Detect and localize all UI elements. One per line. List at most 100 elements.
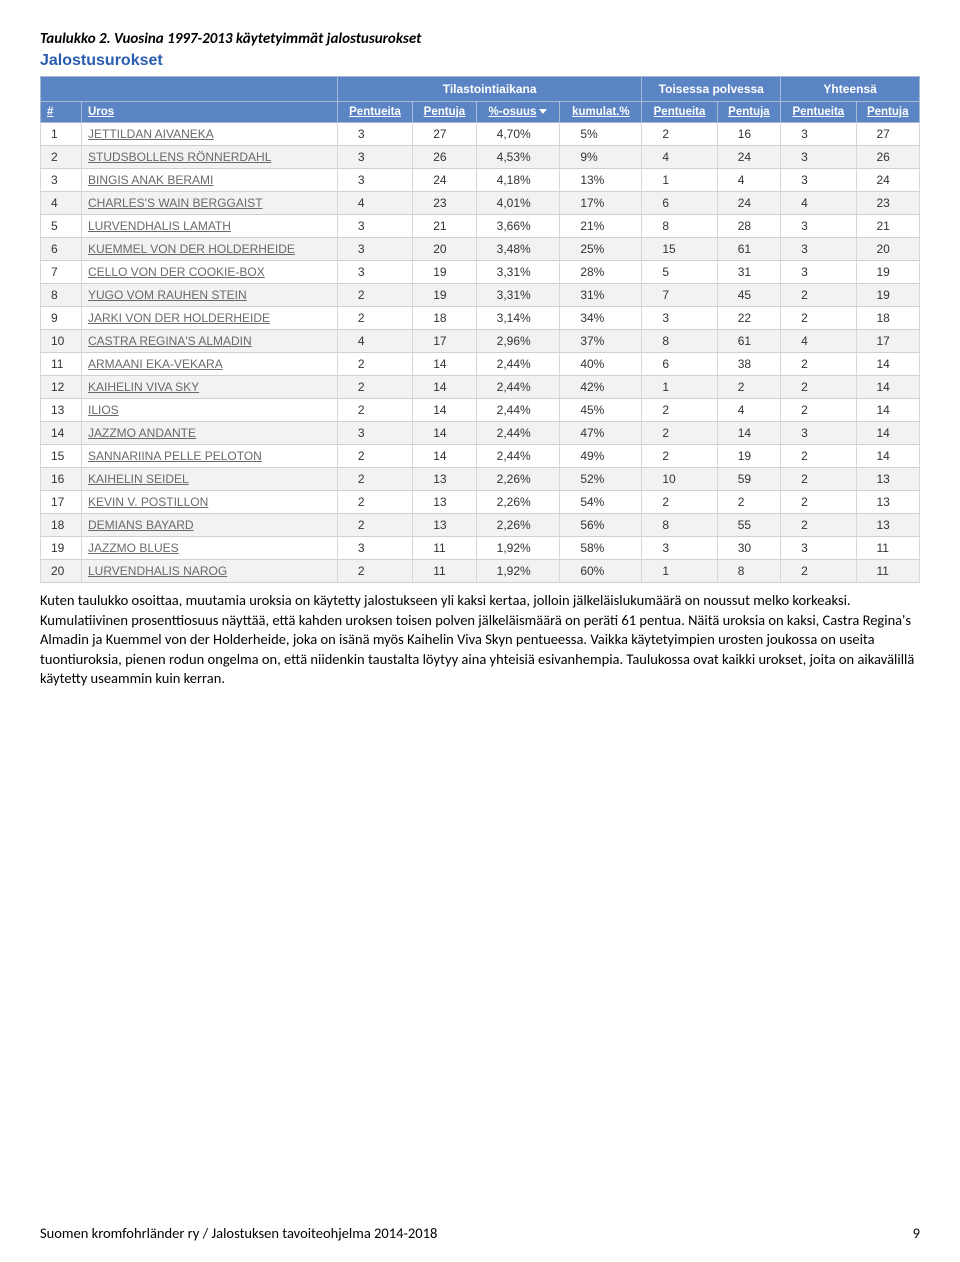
cell-pentueita3: 3	[781, 537, 856, 560]
cell-name: ARMAANI EKA-VEKARA	[82, 353, 338, 376]
cell-pentuja2: 24	[717, 192, 780, 215]
uros-link[interactable]: KAIHELIN SEIDEL	[88, 472, 189, 486]
cell-pct: 3,31%	[476, 284, 560, 307]
cell-pentuja: 23	[413, 192, 476, 215]
cell-pentueita2: 6	[642, 353, 717, 376]
uros-link[interactable]: JAZZMO ANDANTE	[88, 426, 196, 440]
cell-pentueita2: 3	[642, 537, 717, 560]
table-row: 4CHARLES'S WAIN BERGGAIST4234,01%17%6244…	[41, 192, 920, 215]
th-num[interactable]: #	[41, 102, 82, 123]
cell-pentuja2: 38	[717, 353, 780, 376]
uros-link[interactable]: ARMAANI EKA-VEKARA	[88, 357, 223, 371]
footer-page-number: 9	[913, 1224, 920, 1242]
cell-pentuja3: 17	[856, 330, 920, 353]
cell-pentueita3: 2	[781, 514, 856, 537]
uros-link[interactable]: ILIOS	[88, 403, 119, 417]
uros-link[interactable]: BINGIS ANAK BERAMI	[88, 173, 213, 187]
cell-pentueita3: 2	[781, 468, 856, 491]
cell-kumulat: 42%	[560, 376, 642, 399]
uros-link[interactable]: KEVIN V. POSTILLON	[88, 495, 208, 509]
cell-pct: 4,01%	[476, 192, 560, 215]
cell-pentuja3: 11	[856, 560, 920, 583]
uros-link[interactable]: KAIHELIN VIVA SKY	[88, 380, 199, 394]
cell-pentuja: 26	[413, 146, 476, 169]
table-row: 7CELLO VON DER COOKIE-BOX3193,31%28%5313…	[41, 261, 920, 284]
uros-link[interactable]: DEMIANS BAYARD	[88, 518, 194, 532]
th-kumulat[interactable]: kumulat.%	[560, 102, 642, 123]
cell-num: 11	[41, 353, 82, 376]
cell-pentueita: 2	[337, 399, 412, 422]
cell-num: 1	[41, 123, 82, 146]
cell-pentuja2: 31	[717, 261, 780, 284]
cell-pentueita2: 3	[642, 307, 717, 330]
cell-pentueita: 4	[337, 192, 412, 215]
cell-name: CASTRA REGINA'S ALMADIN	[82, 330, 338, 353]
uros-link[interactable]: CHARLES'S WAIN BERGGAIST	[88, 196, 263, 210]
cell-pentuja3: 14	[856, 445, 920, 468]
table-row: 15SANNARIINA PELLE PELOTON2142,44%49%219…	[41, 445, 920, 468]
uros-link[interactable]: JAZZMO BLUES	[88, 541, 179, 555]
uros-link[interactable]: KUEMMEL VON DER HOLDERHEIDE	[88, 242, 295, 256]
table-row: 13ILIOS2142,44%45%24214	[41, 399, 920, 422]
cell-pentueita: 3	[337, 422, 412, 445]
uros-link[interactable]: YUGO VOM RAUHEN STEIN	[88, 288, 247, 302]
uros-link[interactable]: CASTRA REGINA'S ALMADIN	[88, 334, 252, 348]
th-pentueita2[interactable]: Pentueita	[642, 102, 717, 123]
cell-pentueita3: 2	[781, 399, 856, 422]
cell-pct: 3,14%	[476, 307, 560, 330]
cell-num: 9	[41, 307, 82, 330]
th-pentueita3[interactable]: Pentueita	[781, 102, 856, 123]
cell-pentueita2: 1	[642, 169, 717, 192]
cell-pentuja2: 22	[717, 307, 780, 330]
cell-pentueita2: 10	[642, 468, 717, 491]
cell-pentuja: 21	[413, 215, 476, 238]
cell-pct: 2,44%	[476, 445, 560, 468]
uros-link[interactable]: JETTILDAN AIVANEKA	[88, 127, 214, 141]
cell-kumulat: 49%	[560, 445, 642, 468]
cell-pentuja: 13	[413, 514, 476, 537]
cell-pentuja: 17	[413, 330, 476, 353]
th-pentuja2[interactable]: Pentuja	[717, 102, 780, 123]
th-pentuja3[interactable]: Pentuja	[856, 102, 920, 123]
cell-pentuja3: 13	[856, 468, 920, 491]
cell-pentueita3: 2	[781, 376, 856, 399]
cell-pentuja3: 14	[856, 399, 920, 422]
cell-pentueita3: 2	[781, 491, 856, 514]
cell-kumulat: 60%	[560, 560, 642, 583]
cell-kumulat: 5%	[560, 123, 642, 146]
cell-pentueita3: 2	[781, 445, 856, 468]
th-pct[interactable]: %-osuus	[476, 102, 560, 123]
table-row: 17KEVIN V. POSTILLON2132,26%54%22213	[41, 491, 920, 514]
cell-pentueita2: 8	[642, 330, 717, 353]
cell-pentueita: 4	[337, 330, 412, 353]
cell-num: 19	[41, 537, 82, 560]
cell-pct: 3,66%	[476, 215, 560, 238]
cell-pentuja3: 23	[856, 192, 920, 215]
cell-pct: 4,53%	[476, 146, 560, 169]
cell-pentueita2: 2	[642, 445, 717, 468]
uros-link[interactable]: LURVENDHALIS LAMATH	[88, 219, 231, 233]
cell-pentuja3: 19	[856, 261, 920, 284]
cell-name: KUEMMEL VON DER HOLDERHEIDE	[82, 238, 338, 261]
body-paragraph: Kuten taulukko osoittaa, muutamia uroksi…	[40, 591, 920, 689]
th-pentueita[interactable]: Pentueita	[337, 102, 412, 123]
uros-link[interactable]: SANNARIINA PELLE PELOTON	[88, 449, 262, 463]
cell-name: STUDSBOLLENS RÖNNERDAHL	[82, 146, 338, 169]
cell-pentueita: 3	[337, 169, 412, 192]
th-pentuja[interactable]: Pentuja	[413, 102, 476, 123]
cell-pentuja: 14	[413, 445, 476, 468]
cell-name: JARKI VON DER HOLDERHEIDE	[82, 307, 338, 330]
table-row: 18DEMIANS BAYARD2132,26%56%855213	[41, 514, 920, 537]
cell-pentueita3: 2	[781, 307, 856, 330]
table-row: 20LURVENDHALIS NAROG2111,92%60%18211	[41, 560, 920, 583]
uros-link[interactable]: JARKI VON DER HOLDERHEIDE	[88, 311, 270, 325]
uros-link[interactable]: LURVENDHALIS NAROG	[88, 564, 227, 578]
th-uros[interactable]: Uros	[82, 102, 338, 123]
cell-pentuja3: 13	[856, 514, 920, 537]
uros-link[interactable]: STUDSBOLLENS RÖNNERDAHL	[88, 150, 271, 164]
cell-pentuja: 14	[413, 399, 476, 422]
uros-link[interactable]: CELLO VON DER COOKIE-BOX	[88, 265, 265, 279]
cell-pentuja3: 14	[856, 353, 920, 376]
cell-num: 12	[41, 376, 82, 399]
cell-pentueita: 3	[337, 261, 412, 284]
